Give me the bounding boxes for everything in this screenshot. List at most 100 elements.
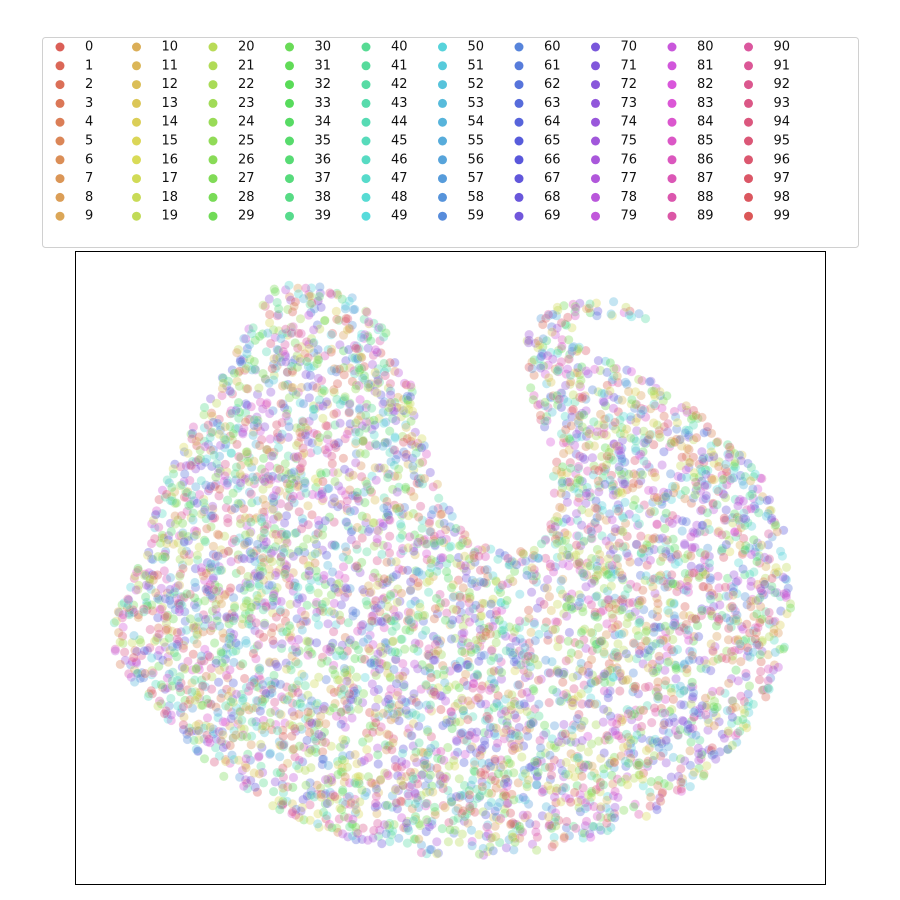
scatter-point xyxy=(613,651,623,662)
scatter-point xyxy=(293,547,304,557)
scatter-point xyxy=(472,670,483,680)
scatter-point xyxy=(564,354,574,364)
scatter-point xyxy=(146,653,157,663)
scatter-point xyxy=(396,775,406,786)
scatter-point xyxy=(378,441,388,452)
scatter-point xyxy=(284,632,295,643)
scatter-point xyxy=(745,476,756,486)
scatter-point xyxy=(167,642,178,652)
scatter-point xyxy=(658,396,669,406)
scatter-point xyxy=(560,769,571,779)
scatter-point xyxy=(382,800,393,811)
scatter-point xyxy=(632,598,643,608)
scatter-point xyxy=(543,781,553,791)
scatter-point xyxy=(250,625,260,636)
scatter-point xyxy=(686,498,697,509)
scatter-point xyxy=(223,517,233,528)
scatter-point xyxy=(313,354,324,365)
scatter-point xyxy=(226,696,236,707)
scatter-point xyxy=(631,425,642,436)
scatter-point xyxy=(406,439,417,450)
scatter-point xyxy=(297,429,308,440)
scatter-point xyxy=(660,676,671,686)
scatter-point xyxy=(499,790,510,800)
scatter-point xyxy=(449,590,460,601)
scatter-point xyxy=(599,748,610,758)
scatter-point xyxy=(704,745,714,755)
scatter-point xyxy=(581,488,592,498)
scatter-point xyxy=(503,553,513,564)
scatter-point xyxy=(601,460,612,470)
scatter-point xyxy=(661,508,672,519)
scatter-point xyxy=(288,491,299,502)
scatter-point xyxy=(650,400,661,411)
scatter-point xyxy=(303,650,313,661)
scatter-point xyxy=(474,849,485,859)
scatter-point xyxy=(517,637,528,648)
scatter-point xyxy=(543,667,554,678)
scatter-point xyxy=(489,728,500,739)
scatter-point xyxy=(310,474,321,484)
scatter-point xyxy=(709,720,720,731)
scatter-point xyxy=(372,749,383,760)
scatter-point xyxy=(433,848,444,858)
scatter-point xyxy=(648,534,659,544)
scatter-point xyxy=(734,726,745,737)
scatter-point xyxy=(400,823,411,834)
scatter-point xyxy=(520,616,531,627)
scatter-point xyxy=(680,485,691,496)
scatter-point xyxy=(254,383,264,393)
scatter-point xyxy=(220,754,231,765)
scatter-point xyxy=(320,718,331,729)
scatter-point xyxy=(586,654,597,665)
scatter-point xyxy=(462,808,472,819)
scatter-point xyxy=(467,775,478,785)
scatter-point xyxy=(337,829,348,839)
scatter-point xyxy=(264,378,274,389)
scatter-point xyxy=(255,570,266,581)
scatter-point xyxy=(227,694,238,704)
scatter-point xyxy=(488,722,499,733)
scatter-point xyxy=(698,771,709,781)
scatter-point xyxy=(211,472,221,483)
scatter-point xyxy=(611,729,622,740)
scatter-point xyxy=(631,758,642,769)
scatter-point xyxy=(662,427,673,437)
scatter-point xyxy=(247,472,258,482)
scatter-point xyxy=(249,414,260,425)
scatter-point xyxy=(370,702,381,713)
scatter-point xyxy=(358,436,368,447)
scatter-point xyxy=(288,586,299,597)
scatter-point xyxy=(653,598,663,609)
scatter-point xyxy=(391,797,402,808)
scatter-point xyxy=(691,614,701,625)
scatter-point xyxy=(370,462,381,473)
scatter-point xyxy=(482,822,492,832)
scatter-point xyxy=(562,364,573,374)
scatter-point xyxy=(339,755,350,766)
scatter-point xyxy=(496,667,507,678)
scatter-point xyxy=(593,487,604,497)
scatter-point xyxy=(367,471,377,481)
scatter-point xyxy=(304,790,315,801)
scatter-point xyxy=(617,675,628,686)
scatter-point xyxy=(614,462,625,472)
scatter-point xyxy=(222,495,233,505)
scatter-point xyxy=(595,365,606,376)
scatter-point xyxy=(312,572,323,582)
scatter-point xyxy=(565,463,576,474)
scatter-point xyxy=(464,662,475,672)
scatter-point xyxy=(298,517,309,528)
scatter-point xyxy=(344,678,355,689)
scatter-point xyxy=(192,550,203,561)
scatter-point xyxy=(167,626,177,637)
scatter-point xyxy=(714,614,724,625)
scatter-point xyxy=(610,485,621,496)
scatter-point xyxy=(350,352,360,363)
scatter-point xyxy=(396,411,407,422)
scatter-point xyxy=(618,597,628,607)
scatter-point xyxy=(310,548,321,559)
scatter-point xyxy=(378,418,389,429)
scatter-point xyxy=(275,432,285,443)
scatter-point xyxy=(393,464,404,475)
